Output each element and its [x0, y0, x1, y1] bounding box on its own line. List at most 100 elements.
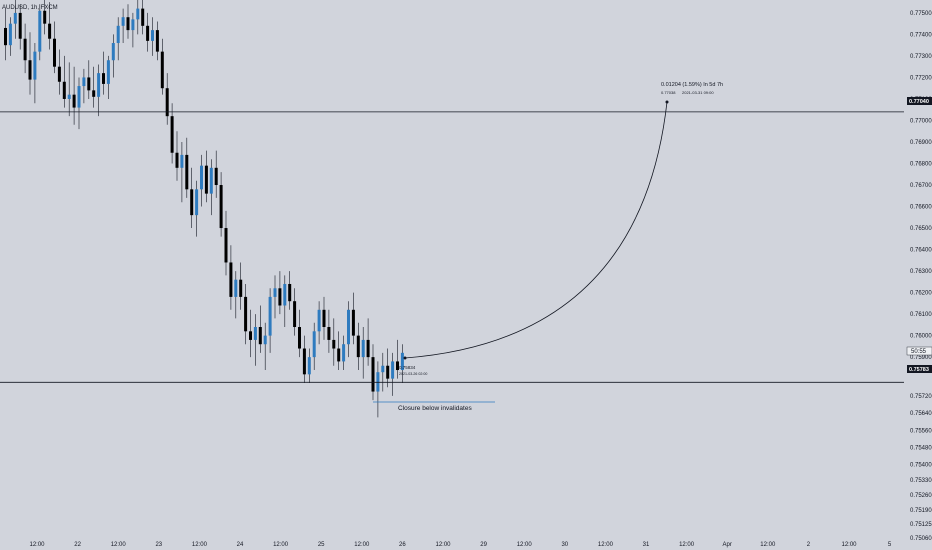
time-tick-label: 2: [807, 542, 811, 548]
time-tick-label: 26: [399, 542, 406, 548]
price-tick-label: 0.75400: [910, 463, 932, 469]
candle-body: [38, 10, 42, 52]
candle-body: [224, 228, 228, 263]
candle-body: [28, 60, 32, 80]
price-tag-upper-bg: [907, 97, 932, 105]
time-tick-label: 5: [888, 542, 892, 548]
candle-body: [322, 309, 326, 328]
time-tick-label: 12:00: [760, 542, 776, 548]
candle-body: [249, 331, 252, 340]
candle-body: [170, 116, 174, 153]
countdown-tag-bg: [906, 346, 932, 356]
candle-body: [288, 283, 292, 302]
time-tick-label: 30: [561, 542, 568, 548]
price-tag-lower: 0.75783: [907, 365, 932, 373]
candle-body: [268, 296, 272, 336]
candle-body: [293, 301, 297, 328]
time-tick-label: 29: [480, 542, 487, 548]
candle-body: [361, 339, 365, 358]
price-tick-label: 0.76300: [910, 269, 932, 275]
candle-body: [8, 23, 12, 46]
price-tag-upper-text: 0.77040: [909, 99, 929, 105]
price-tick-label: 0.76200: [910, 291, 932, 297]
projection-target-time: 2021-03-31 09:00: [682, 90, 714, 95]
projection-start-dot: [403, 356, 407, 360]
candle-body: [244, 296, 248, 332]
candle-body: [234, 279, 238, 297]
price-tick-label: 0.75330: [910, 478, 932, 484]
candle-body: [332, 339, 336, 349]
price-tick-label: 0.76400: [910, 248, 932, 254]
price-tick-label: 0.76600: [910, 205, 932, 211]
candle-body: [53, 38, 56, 67]
time-tick-label: 12:00: [29, 542, 45, 548]
time-tick-label: 12:00: [517, 542, 533, 548]
candle-body: [263, 335, 267, 345]
price-tick-label: 0.76500: [910, 226, 932, 232]
time-tick-label: 22: [74, 542, 81, 548]
candle-body: [180, 154, 184, 168]
candle-body: [219, 185, 223, 229]
price-tick-label: 0.77300: [910, 54, 932, 60]
time-tick-label: 12:00: [354, 542, 370, 548]
time-tick-label: 23: [155, 542, 162, 548]
candle-body: [111, 43, 115, 61]
projection-end-dot: [665, 100, 669, 104]
candle-body: [396, 361, 399, 371]
candle-body: [23, 38, 27, 61]
candle-body: [82, 77, 86, 87]
price-tick-label: 0.77400: [910, 32, 932, 38]
candle-body: [386, 365, 390, 379]
candle-body: [4, 27, 7, 46]
price-tick-label: 0.75900: [910, 355, 932, 361]
time-tick-label: 12:00: [679, 542, 695, 548]
price-tick-label: 0.76700: [910, 183, 932, 189]
candle-body: [204, 165, 208, 194]
candle-body: [239, 279, 243, 297]
candle-body: [136, 8, 140, 20]
price-tick-label: 0.75560: [910, 428, 932, 434]
candle-body: [160, 51, 164, 89]
candle-body: [347, 309, 350, 345]
projection-target-price: 0.77038: [661, 90, 676, 95]
candle-body: [18, 12, 22, 39]
time-axis: 12:00 22 12:00 23 12:00 24 12:00 25 12:00 26 12:00…: [29, 542, 891, 548]
price-tick-label: 0.76800: [910, 162, 932, 168]
candle-body: [376, 372, 380, 392]
price-tick-label: 0.76900: [910, 140, 932, 146]
candle-body: [371, 357, 375, 392]
candle-body: [327, 327, 331, 340]
candle-body: [57, 66, 61, 82]
countdown-tag-text: 50:55: [911, 349, 927, 355]
candle-body: [391, 361, 395, 379]
candle-body: [356, 335, 360, 358]
time-tick-label: Apr: [723, 542, 732, 548]
candle-body: [200, 165, 203, 190]
price-tick-label: 0.77200: [910, 75, 932, 81]
time-tick-label: 12:00: [598, 542, 614, 548]
candle-body: [13, 12, 17, 24]
candle-body: [190, 189, 194, 216]
candle-body: [72, 94, 76, 108]
price-tick-label: 0.77000: [910, 118, 932, 124]
candle-body: [165, 88, 169, 117]
candle-body: [302, 348, 306, 375]
price-tick-label: 0.76100: [910, 312, 932, 318]
candle-body: [317, 309, 321, 332]
candle-body: [92, 90, 96, 97]
candle-body: [195, 189, 199, 216]
price-tick-label: 0.75640: [910, 411, 932, 417]
candle-series: [4, 0, 404, 418]
price-tick-label: 0.75190: [910, 508, 932, 514]
candle-body: [312, 331, 316, 358]
time-tick-label: 12:00: [111, 542, 127, 548]
countdown-tag: 50:55: [906, 346, 932, 356]
time-tick-label: 25: [318, 542, 325, 548]
price-tag-lower-text: 0.75783: [909, 367, 929, 373]
price-tick-label: 0.75260: [910, 493, 932, 499]
price-tick-label: 0.76000: [910, 334, 932, 340]
candle-body: [351, 309, 355, 336]
price-tag-lower-bg: [907, 365, 932, 373]
